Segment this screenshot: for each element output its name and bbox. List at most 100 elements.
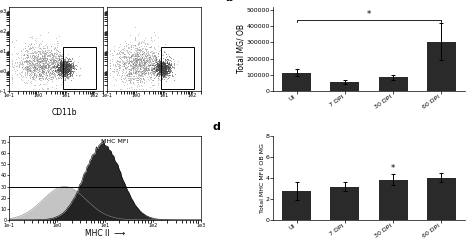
- Point: [159, 71, 166, 74]
- Point: [30, 68, 38, 72]
- Point: [137, 48, 145, 52]
- Point: [151, 55, 159, 59]
- Point: [153, 64, 161, 68]
- Point: [63, 71, 71, 74]
- Point: [145, 60, 153, 64]
- Point: [60, 71, 67, 74]
- Point: [139, 69, 147, 73]
- Point: [124, 78, 132, 82]
- Point: [155, 58, 163, 62]
- Point: [33, 59, 40, 63]
- Point: [38, 51, 46, 55]
- Point: [140, 60, 148, 64]
- Point: [25, 66, 33, 70]
- Point: [42, 50, 49, 54]
- Point: [120, 61, 128, 65]
- Point: [55, 57, 63, 60]
- Point: [39, 69, 47, 73]
- Point: [159, 66, 167, 70]
- Point: [154, 76, 162, 80]
- Point: [132, 63, 139, 67]
- Point: [134, 41, 141, 45]
- Point: [62, 66, 70, 70]
- Point: [23, 60, 31, 63]
- Point: [64, 73, 72, 76]
- Point: [141, 53, 148, 57]
- Point: [150, 66, 158, 70]
- Point: [30, 72, 37, 76]
- Point: [131, 54, 139, 58]
- Point: [58, 67, 65, 71]
- Point: [153, 67, 160, 71]
- Point: [133, 52, 140, 56]
- Point: [108, 70, 116, 73]
- Point: [161, 73, 168, 77]
- Point: [50, 57, 57, 61]
- Point: [159, 65, 166, 68]
- Point: [55, 67, 63, 71]
- Point: [60, 70, 68, 74]
- Point: [42, 65, 49, 68]
- Point: [75, 54, 83, 58]
- Point: [39, 71, 46, 75]
- Point: [155, 51, 162, 55]
- Point: [125, 56, 133, 60]
- Point: [146, 55, 154, 59]
- Point: [137, 49, 144, 52]
- Point: [38, 70, 46, 74]
- Point: [128, 72, 135, 76]
- Point: [58, 66, 66, 70]
- Point: [155, 63, 162, 67]
- Point: [53, 63, 61, 67]
- Point: [139, 66, 146, 70]
- Point: [38, 50, 46, 54]
- Point: [59, 67, 66, 71]
- Point: [129, 66, 137, 70]
- Point: [125, 61, 132, 65]
- Point: [59, 67, 67, 71]
- Point: [136, 77, 143, 81]
- Point: [36, 62, 44, 66]
- Point: [58, 63, 66, 67]
- Point: [56, 67, 64, 71]
- Point: [141, 66, 148, 70]
- Point: [158, 62, 165, 66]
- Point: [61, 69, 68, 73]
- Point: [140, 62, 148, 66]
- Point: [63, 61, 70, 65]
- Point: [151, 64, 158, 68]
- Point: [23, 64, 30, 67]
- Point: [152, 62, 160, 66]
- Point: [142, 67, 150, 71]
- Point: [56, 67, 64, 71]
- Point: [130, 64, 138, 67]
- Point: [23, 49, 31, 53]
- Point: [65, 63, 73, 67]
- Point: [31, 45, 39, 49]
- Point: [165, 66, 173, 70]
- Point: [44, 76, 52, 79]
- Point: [36, 33, 44, 37]
- Point: [58, 71, 65, 75]
- Point: [47, 77, 55, 81]
- Point: [155, 62, 163, 66]
- Point: [128, 54, 135, 58]
- Point: [61, 67, 68, 71]
- Point: [55, 49, 62, 53]
- Point: [160, 70, 167, 74]
- Point: [134, 78, 142, 82]
- Point: [139, 59, 147, 62]
- Point: [57, 63, 64, 67]
- Point: [56, 57, 64, 61]
- Point: [24, 68, 31, 72]
- Point: [147, 72, 155, 76]
- Point: [159, 74, 166, 78]
- Point: [131, 57, 139, 61]
- Point: [40, 64, 48, 68]
- Point: [50, 68, 57, 72]
- Point: [69, 66, 76, 70]
- Point: [65, 71, 73, 75]
- Point: [147, 60, 155, 64]
- Point: [23, 48, 30, 52]
- Point: [21, 71, 29, 75]
